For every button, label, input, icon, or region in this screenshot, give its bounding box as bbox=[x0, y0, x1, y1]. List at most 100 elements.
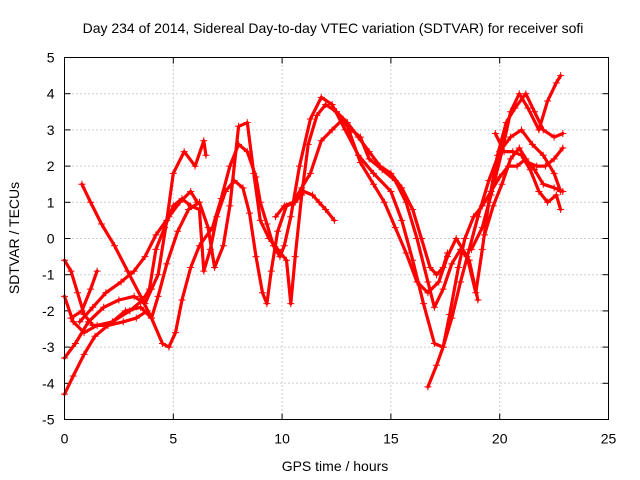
data-point bbox=[433, 271, 441, 279]
data-point bbox=[369, 169, 377, 177]
data-point bbox=[398, 184, 406, 192]
data-point bbox=[69, 372, 77, 380]
data-point bbox=[115, 296, 123, 304]
data-point bbox=[457, 278, 465, 286]
data-point bbox=[74, 289, 82, 297]
data-point bbox=[130, 292, 138, 300]
series-trace bbox=[274, 117, 480, 309]
data-point bbox=[300, 187, 308, 195]
data-point bbox=[528, 140, 536, 148]
data-point bbox=[439, 285, 447, 293]
data-point bbox=[178, 296, 186, 304]
data-point bbox=[515, 90, 523, 98]
series-track-5 bbox=[61, 307, 151, 398]
y-tick-label: 3 bbox=[47, 122, 55, 138]
data-point bbox=[163, 260, 171, 268]
data-point bbox=[498, 180, 506, 188]
data-point bbox=[78, 307, 86, 315]
data-point bbox=[430, 339, 438, 347]
data-point bbox=[187, 202, 195, 210]
series-track-7 bbox=[76, 187, 201, 326]
data-point bbox=[343, 119, 351, 127]
data-point bbox=[550, 169, 558, 177]
y-tick-label: 0 bbox=[47, 231, 55, 247]
data-point bbox=[539, 151, 547, 159]
data-point bbox=[93, 321, 101, 329]
data-point bbox=[535, 126, 543, 134]
data-point bbox=[333, 108, 340, 116]
data-point bbox=[387, 187, 395, 195]
data-point bbox=[76, 318, 84, 326]
data-point bbox=[480, 231, 488, 239]
plot-frame bbox=[64, 57, 609, 420]
data-point bbox=[117, 278, 125, 286]
data-point bbox=[267, 267, 275, 275]
data-point bbox=[365, 155, 373, 163]
x-axis-label: GPS time / hours bbox=[282, 458, 389, 474]
data-point bbox=[489, 202, 497, 210]
series-trace bbox=[62, 309, 149, 396]
data-point bbox=[402, 249, 410, 257]
data-point bbox=[195, 206, 203, 214]
y-axis-label: SDTVAR / TECUs bbox=[6, 182, 22, 294]
data-point bbox=[398, 216, 406, 224]
data-point bbox=[474, 296, 482, 304]
data-point bbox=[219, 242, 227, 250]
data-point bbox=[185, 206, 193, 214]
x-tick-label: 10 bbox=[274, 431, 290, 447]
data-point bbox=[391, 224, 399, 232]
data-point bbox=[369, 180, 377, 188]
x-tick-label: 15 bbox=[383, 431, 399, 447]
data-point bbox=[424, 278, 432, 286]
data-point bbox=[298, 184, 306, 192]
series-trace bbox=[62, 139, 208, 360]
data-point bbox=[132, 314, 140, 322]
data-point bbox=[80, 350, 88, 358]
data-point bbox=[365, 148, 373, 156]
data-point bbox=[487, 191, 495, 199]
data-point bbox=[328, 126, 336, 134]
data-point bbox=[69, 318, 77, 326]
data-point bbox=[87, 198, 95, 206]
data-point bbox=[524, 158, 532, 166]
data-point bbox=[550, 184, 558, 192]
data-point bbox=[245, 209, 253, 217]
data-point bbox=[67, 267, 75, 275]
data-point bbox=[169, 169, 177, 177]
data-point bbox=[256, 216, 264, 224]
data-point bbox=[84, 318, 92, 326]
data-point bbox=[137, 303, 145, 311]
data-point bbox=[152, 231, 160, 239]
data-point bbox=[187, 187, 195, 195]
y-tick-label: 1 bbox=[47, 194, 55, 210]
series-trace bbox=[482, 146, 565, 237]
data-point bbox=[171, 329, 179, 337]
data-point bbox=[287, 213, 295, 221]
data-point bbox=[531, 108, 539, 116]
data-point bbox=[433, 361, 441, 369]
data-point bbox=[461, 235, 469, 242]
data-point bbox=[252, 253, 260, 261]
data-point bbox=[515, 144, 523, 152]
data-point bbox=[557, 206, 565, 214]
y-tick-label: -2 bbox=[42, 303, 55, 319]
data-point bbox=[550, 155, 558, 163]
data-point bbox=[313, 111, 321, 119]
series-track-4 bbox=[61, 137, 210, 362]
data-point bbox=[550, 133, 558, 141]
data-point bbox=[158, 339, 166, 347]
data-point bbox=[200, 267, 208, 275]
data-point bbox=[513, 162, 521, 170]
y-tick-label: -1 bbox=[42, 267, 55, 283]
y-tick-label: -5 bbox=[42, 412, 55, 428]
data-point bbox=[496, 173, 504, 181]
data-point bbox=[524, 104, 532, 112]
data-point bbox=[235, 122, 243, 130]
data-point bbox=[315, 198, 323, 206]
series-track-13 bbox=[333, 108, 451, 279]
data-point bbox=[309, 191, 317, 199]
data-point bbox=[317, 93, 325, 101]
y-tick-label: 2 bbox=[47, 158, 55, 174]
data-point bbox=[443, 249, 451, 257]
